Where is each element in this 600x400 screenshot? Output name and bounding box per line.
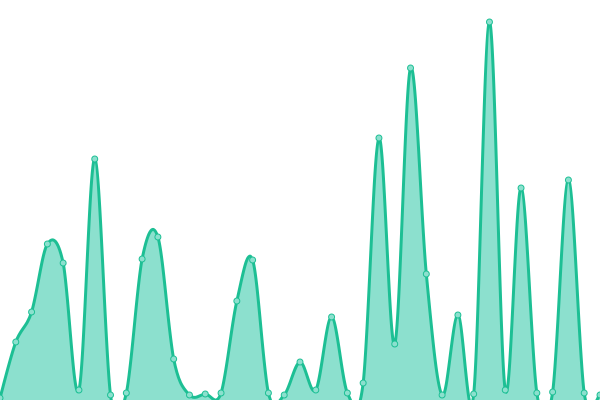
- data-point: [264, 389, 272, 397]
- data-point: [280, 391, 288, 399]
- data-point: [107, 391, 115, 399]
- data-point: [217, 389, 225, 397]
- data-point: [43, 240, 51, 248]
- data-point: [438, 391, 446, 399]
- data-point: [517, 184, 525, 192]
- data-point: [12, 338, 20, 346]
- data-point: [407, 64, 415, 72]
- data-point: [170, 355, 178, 363]
- area-fill: [0, 21, 600, 400]
- data-point: [0, 394, 4, 400]
- data-point: [470, 390, 478, 398]
- data-point: [564, 176, 572, 184]
- data-point: [312, 386, 320, 394]
- data-point: [596, 391, 600, 399]
- data-point: [328, 313, 336, 321]
- data-point: [454, 311, 462, 319]
- data-point: [359, 379, 367, 387]
- data-point: [343, 389, 351, 397]
- data-point: [122, 389, 130, 397]
- data-point: [580, 389, 588, 397]
- data-point: [28, 308, 36, 316]
- data-point: [296, 358, 304, 366]
- data-point: [59, 259, 67, 267]
- data-point: [501, 386, 509, 394]
- data-point: [75, 386, 83, 394]
- data-point: [375, 134, 383, 142]
- data-point: [485, 18, 493, 26]
- data-point: [249, 256, 257, 264]
- data-point: [201, 390, 209, 398]
- data-point: [154, 233, 162, 241]
- data-point: [533, 389, 541, 397]
- data-point: [185, 391, 193, 399]
- data-point: [233, 297, 241, 305]
- data-point: [549, 388, 557, 396]
- data-point: [91, 155, 99, 163]
- data-point: [391, 340, 399, 348]
- data-point: [138, 255, 146, 263]
- data-point-markers: [0, 18, 600, 400]
- data-point: [422, 270, 430, 278]
